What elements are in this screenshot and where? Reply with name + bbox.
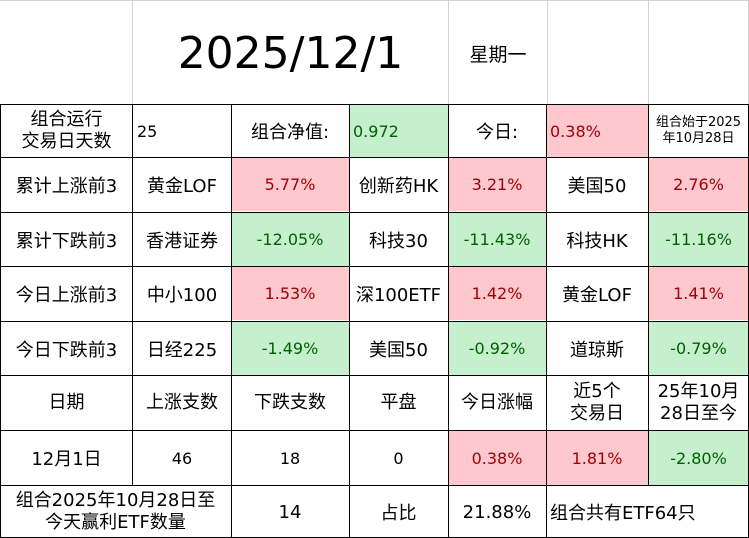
etf-change-value: -12.05% (231, 213, 349, 266)
grid-line (0, 212, 749, 213)
grid-line (231, 104, 232, 538)
grid-line (349, 104, 350, 538)
stats-value: 18 (279, 448, 301, 468)
weekday: 星期一 (469, 43, 527, 66)
etf-change-value: 2.76% (648, 158, 749, 211)
stats-header: 上涨支数 (146, 391, 218, 413)
grid-line (132, 0, 133, 104)
grid-line (0, 157, 749, 158)
ranking-row-label: 累计下跌前3 (15, 230, 118, 252)
grid-line (132, 104, 133, 485)
stats-value: 0 (393, 448, 404, 468)
etf-change-value: -11.43% (448, 213, 546, 266)
grid-line (0, 485, 749, 486)
profit-count-value: 14 (278, 501, 302, 523)
grid-line (648, 0, 649, 104)
stats-header: 平盘 (380, 391, 417, 413)
etf-name: 美国50 (369, 339, 428, 361)
grid-line (546, 104, 547, 538)
nav-value: 0.972 (349, 105, 448, 157)
etf-name: 科技30 (369, 230, 428, 252)
grid-line (448, 104, 449, 538)
running-days-label: 组合运行 交易日天数 (21, 108, 112, 153)
grid-line (0, 266, 749, 267)
start-note: 组合始于2025 年10月28日 (655, 114, 742, 146)
today-label: 今日: (475, 122, 519, 143)
ranking-row-label: 今日上涨前3 (15, 284, 118, 306)
etf-change-value: -11.16% (648, 213, 749, 266)
today-value: 0.38% (546, 105, 648, 157)
etf-name: 黄金LOF (562, 284, 632, 306)
stats-header: 今日涨幅 (461, 391, 533, 413)
stats-header: 日期 (48, 391, 85, 413)
etf-name: 科技HK (566, 230, 628, 252)
stats-value: 46 (171, 448, 193, 468)
stats-header: 25年10月 28日至今 (657, 380, 740, 425)
stats-header: 下跌支数 (254, 391, 326, 413)
total-etf-label: 组合共有ETF64只 (550, 503, 696, 524)
ranking-row-label: 累计上涨前3 (15, 175, 118, 197)
ratio-value: 21.88% (462, 501, 532, 523)
ratio-label: 占比 (380, 503, 417, 524)
nav-label: 组合净值: (250, 122, 330, 143)
stats-header: 近5个 交易日 (570, 380, 624, 425)
profit-count-label: 组合2025年10月28日至 今天赢利ETF数量 (15, 489, 216, 534)
etf-change-value: -0.92% (448, 322, 546, 375)
grid-line (0, 0, 749, 1)
stats-value: 1.81% (546, 431, 648, 485)
report-date: 2025/12/1 (177, 27, 404, 79)
grid-line (0, 104, 1, 538)
etf-name: 深100ETF (355, 284, 442, 306)
grid-line (547, 0, 548, 104)
etf-name: 美国50 (567, 175, 627, 197)
grid-line (0, 375, 749, 376)
grid-line (0, 104, 749, 105)
etf-change-value: 1.41% (648, 267, 749, 320)
etf-name: 香港证券 (146, 230, 218, 252)
stats-value: -2.80% (648, 431, 749, 485)
running-days-value: 25 (137, 121, 158, 141)
grid-line (0, 321, 749, 322)
stats-value: 0.38% (448, 431, 546, 485)
etf-change-value: 1.53% (231, 267, 349, 320)
etf-change-value: 3.21% (448, 158, 546, 211)
etf-change-value: 1.42% (448, 267, 546, 320)
etf-name: 道琼斯 (570, 339, 624, 361)
grid-line (0, 430, 749, 431)
stats-value: 12月1日 (31, 449, 102, 470)
etf-name: 中小100 (146, 284, 218, 306)
etf-name: 创新药HK (358, 175, 439, 197)
grid-line (448, 0, 449, 104)
etf-change-value: -1.49% (231, 322, 349, 375)
etf-name: 日经225 (146, 339, 218, 361)
ranking-row-label: 今日下跌前3 (15, 339, 118, 361)
etf-change-value: 5.77% (231, 158, 349, 211)
etf-name: 黄金LOF (147, 175, 217, 197)
grid-line (648, 104, 649, 485)
etf-change-value: -0.79% (648, 322, 749, 375)
